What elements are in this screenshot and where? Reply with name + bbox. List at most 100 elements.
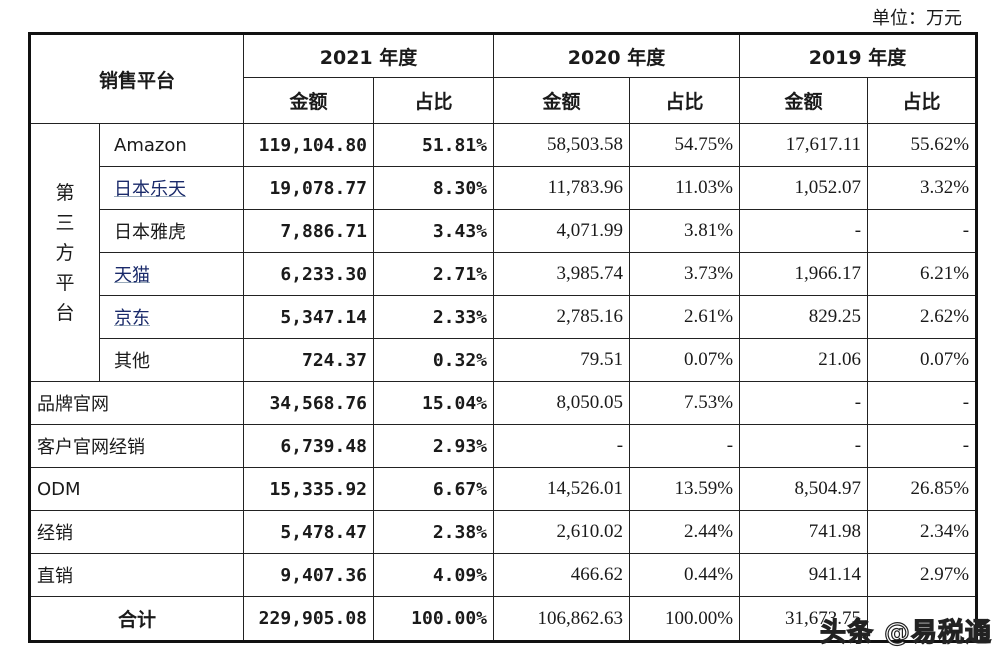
group-label: 第三方平台 <box>55 181 75 324</box>
amount-cell: 2,610.02 <box>493 510 631 554</box>
row-label-text: 日本雅虎 <box>114 222 186 243</box>
amount-cell: - <box>739 209 869 253</box>
row-label: 天猫 <box>98 252 245 296</box>
header-ratio: 占比 <box>867 77 978 124</box>
amount-cell: 3,985.74 <box>493 252 631 296</box>
row-label: 经销 <box>28 510 245 554</box>
amount-cell: 724.37 <box>243 338 375 382</box>
table-row: 第三方平台 Amazon 119,104.80 51.81% 58,503.58 54.7… <box>29 123 978 382</box>
ratio-cell: 15.04% <box>373 381 495 425</box>
amount-cell: - <box>739 381 869 425</box>
ratio-cell: 3.32% <box>867 166 978 210</box>
ratio-cell: 0.32% <box>373 338 495 382</box>
ratio-cell: 51.81% <box>373 123 495 167</box>
ratio-cell: 6.67% <box>373 467 495 511</box>
table-row: 直销 9,407.36 4.09% 466.62 0.44% 941.14 2.97% <box>28 553 978 597</box>
amount-cell: 2,785.16 <box>493 295 631 339</box>
unit-label: 单位：万元 <box>872 8 962 29</box>
amount-cell: 17,617.11 <box>739 123 869 167</box>
amount-cell: 119,104.80 <box>243 123 375 167</box>
row-label-text: 品牌官网 <box>37 394 109 415</box>
ratio-cell: 2.38% <box>373 510 495 554</box>
ratio-cell: 0.07% <box>629 338 741 382</box>
row-label: 直销 <box>28 553 245 597</box>
amount-cell: 15,335.92 <box>243 467 375 511</box>
amount-cell: - <box>493 424 631 468</box>
table-row: 品牌官网 34,568.76 15.04% 8,050.05 7.53% - - <box>28 381 978 425</box>
amount-cell: 8,050.05 <box>493 381 631 425</box>
ratio-cell: - <box>867 424 978 468</box>
table-row: 经销 5,478.47 2.38% 2,610.02 2.44% 741.98 2.34% <box>28 510 978 554</box>
header-amount: 金额 <box>739 77 869 124</box>
ratio-cell: 2.71% <box>373 252 495 296</box>
table-row: 日本雅虎 7,886.71 3.43% 4,071.99 3.81% - - <box>30 209 978 253</box>
header-amount: 金额 <box>243 77 375 124</box>
row-label-text: 客户官网经销 <box>37 437 145 458</box>
row-label-text: 其他 <box>114 351 150 372</box>
table-row: 其他 724.37 0.32% 79.51 0.07% 21.06 0.07% <box>30 338 978 382</box>
amount-cell: - <box>739 424 869 468</box>
row-label: 品牌官网 <box>28 381 245 425</box>
header-year-2019: 2019 年度 <box>739 33 978 78</box>
ratio-cell: 2.61% <box>629 295 741 339</box>
ratio-cell: 4.09% <box>373 553 495 597</box>
total-row: 合计 229,905.08 100.00% 106,862.63 100.00% 31,6… <box>28 596 978 642</box>
table-row: 京东 5,347.14 2.33% 2,785.16 2.61% 829.25 2.62% <box>30 295 978 339</box>
row-label: 合计 <box>28 596 245 642</box>
row-label: 日本雅虎 <box>98 209 245 253</box>
ratio-cell: 13.59% <box>629 467 741 511</box>
ratio-cell: 3.43% <box>373 209 495 253</box>
amount-cell: 229,905.08 <box>243 596 375 642</box>
row-label-text: 合计 <box>118 609 157 631</box>
ratio-cell: 7.53% <box>629 381 741 425</box>
header-year-2021: 2021 年度 <box>243 33 495 78</box>
row-label: 日本乐天 <box>98 166 245 210</box>
row-label: ODM <box>28 467 245 511</box>
ratio-cell: 3.81% <box>629 209 741 253</box>
amount-cell: 9,407.36 <box>243 553 375 597</box>
row-label-text: ODM <box>37 478 81 500</box>
amount-cell: 5,347.14 <box>243 295 375 339</box>
row-label: 其他 <box>98 338 245 382</box>
ratio-cell: 2.62% <box>867 295 978 339</box>
ratio-cell: 3.73% <box>629 252 741 296</box>
header-ratio: 占比 <box>629 77 741 124</box>
amount-cell: 7,886.71 <box>243 209 375 253</box>
amount-cell: 6,233.30 <box>243 252 375 296</box>
amount-cell: 58,503.58 <box>493 123 631 167</box>
ratio-cell: 100.00% <box>373 596 495 642</box>
table-row: ODM 15,335.92 6.67% 14,526.01 13.59% 8,504.97… <box>28 467 978 511</box>
ratio-cell: - <box>867 209 978 253</box>
amount-cell: 466.62 <box>493 553 631 597</box>
amount-cell: 6,739.48 <box>243 424 375 468</box>
header-platform: 销售平台 <box>28 33 245 124</box>
amount-cell: 5,478.47 <box>243 510 375 554</box>
amount-cell: 8,504.97 <box>739 467 869 511</box>
ratio-cell: 2.33% <box>373 295 495 339</box>
watermark: 头条 @易税通 <box>819 617 993 648</box>
ratio-cell: 0.07% <box>867 338 978 382</box>
row-label-text: 直销 <box>37 566 73 587</box>
ratio-cell: 26.85% <box>867 467 978 511</box>
ratio-cell <box>867 596 978 642</box>
amount-cell: 106,862.63 <box>493 596 631 642</box>
ratio-cell: - <box>867 381 978 425</box>
amount-cell: 829.25 <box>739 295 869 339</box>
ratio-cell: 54.75% <box>629 123 741 167</box>
ratio-cell: 0.44% <box>629 553 741 597</box>
ratio-cell: 8.30% <box>373 166 495 210</box>
ratio-cell: 2.44% <box>629 510 741 554</box>
row-label-text: 天猫 <box>114 265 150 286</box>
row-label: Amazon <box>98 123 245 167</box>
ratio-cell: 2.97% <box>867 553 978 597</box>
ratio-cell: 2.34% <box>867 510 978 554</box>
group-third-party: 第三方平台 <box>29 123 100 382</box>
row-label-text: 京东 <box>114 308 150 329</box>
amount-cell: 741.98 <box>739 510 869 554</box>
row-label: 客户官网经销 <box>28 424 245 468</box>
amount-cell: 79.51 <box>493 338 631 382</box>
table-row: 客户官网经销 6,739.48 2.93% - - - - <box>28 424 978 468</box>
row-label: 京东 <box>98 295 245 339</box>
amount-cell: 941.14 <box>739 553 869 597</box>
row-label-text: Amazon <box>114 134 187 156</box>
